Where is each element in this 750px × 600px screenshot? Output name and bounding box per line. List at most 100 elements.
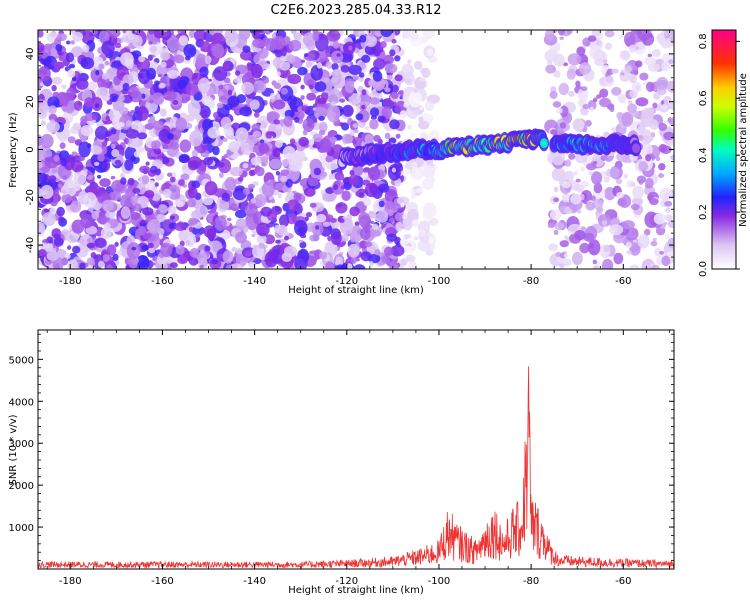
heatmap-cell [395,221,404,232]
heatmap-cell [426,48,434,56]
heatmap-cell [408,90,422,108]
heatmap-cell [658,173,664,179]
heatmap-cell [178,179,185,186]
heatmap-cell [364,44,376,56]
heatmap-cell [233,77,242,84]
heatmap-cell [178,35,189,46]
heatmap-cell [264,250,278,268]
heatmap-cell [68,63,76,69]
heatmap-cell [270,198,276,204]
heatmap-cell [106,264,113,269]
heatmap-cell [282,146,296,160]
colorbar-ticks: 0.0 0.2 0.4 0.6 0.8 [698,33,740,277]
heatmap-cell [219,200,225,204]
heatmap-cell [65,52,75,63]
heatmap-cell [297,66,308,76]
heatmap-cell [120,206,131,219]
heatmap-cell [667,237,674,249]
heatmap-cell [200,46,206,52]
heatmap-cell [160,51,170,61]
heatmap-cell [591,171,603,185]
heatmap-cell [609,166,620,179]
heatmap-cell [101,199,115,212]
heatmap-cell [48,175,57,182]
heatmap-cell [191,225,205,236]
heatmap-cell [261,181,275,198]
heatmap-cell [372,212,378,219]
heatmap-cell [125,129,140,139]
heatmap-cell [169,262,178,269]
heatmap-cell [552,101,562,108]
heatmap-cell [180,173,190,181]
heatmap-cell [378,183,390,193]
heatmap-cell [90,145,103,155]
heatmap-cell [141,244,150,251]
heatmap-cell [358,92,371,108]
heatmap-cell [549,209,562,221]
heatmap-signal-peak [541,141,547,146]
heatmap-cell [630,203,640,211]
heatmap-cell [377,115,386,123]
heatmap-cell [349,169,355,176]
heatmap-cell [290,30,297,35]
heatmap-cell [592,259,597,265]
heatmap-cell [360,227,371,241]
heatmap-cell [335,256,343,263]
heatmap-cell [256,234,267,245]
heatmap-cell [350,256,357,264]
heatmap-cell [616,111,624,120]
heatmap-cell [40,120,46,127]
heatmap-cell [131,35,143,48]
heatmap-cell [409,132,418,140]
heatmap-cell [610,127,618,132]
heatmap-cell [284,109,295,118]
heatmap-cell [199,66,209,78]
heatmap-cell [154,182,159,187]
heatmap-cell [664,200,673,207]
heatmap-cell [652,237,657,242]
heatmap-cell [670,154,674,161]
heatmap-cell [666,80,674,93]
heatmap-cell [273,119,281,125]
heatmap-cell [160,61,167,68]
heatmap-cell [332,180,345,195]
heatmap-cell [219,172,224,178]
heatmap-cell [658,122,667,131]
heatmap-cell [640,110,654,128]
heatmap-cell [273,82,282,89]
heatmap-cell [340,65,350,73]
heatmap-cell [564,159,572,167]
heatmap-cell [344,80,355,94]
heatmap-cell [153,147,162,155]
heatmap-cell [316,62,323,69]
heatmap-cell [94,161,100,166]
heatmap-cell [97,174,102,179]
heatmap-cell [354,221,360,227]
heatmap-cell [300,84,305,90]
heatmap-cell [248,57,253,61]
heatmap-cell [418,116,424,123]
heatmap-cell [55,44,63,52]
colorbar-tick-label: 0.4 [698,147,709,163]
colorbar-tick-label: 0.8 [698,33,709,49]
heatmap-cell [280,175,288,183]
heatmap-cell [221,99,226,105]
heatmap-cell [628,100,633,104]
heatmap-cell [275,124,283,130]
heatmap-cell [656,76,669,91]
heatmap-cell [122,94,133,104]
heatmap-cell [354,47,360,54]
heatmap-cell [370,220,374,224]
heatmap-cell [603,244,611,253]
heatmap-cell [240,66,248,75]
y-tick-label: -40 [25,237,36,253]
heatmap-cell [551,149,565,166]
y-tick-label: 20 [25,95,36,108]
heatmap-cell [274,139,283,148]
heatmap-cell [253,54,261,64]
heatmap-cell [279,67,291,79]
heatmap-cell [289,138,296,145]
heatmap-cell [318,129,326,136]
colorbar-tick-label: 0.6 [698,90,709,106]
heatmap-cell [577,88,589,102]
